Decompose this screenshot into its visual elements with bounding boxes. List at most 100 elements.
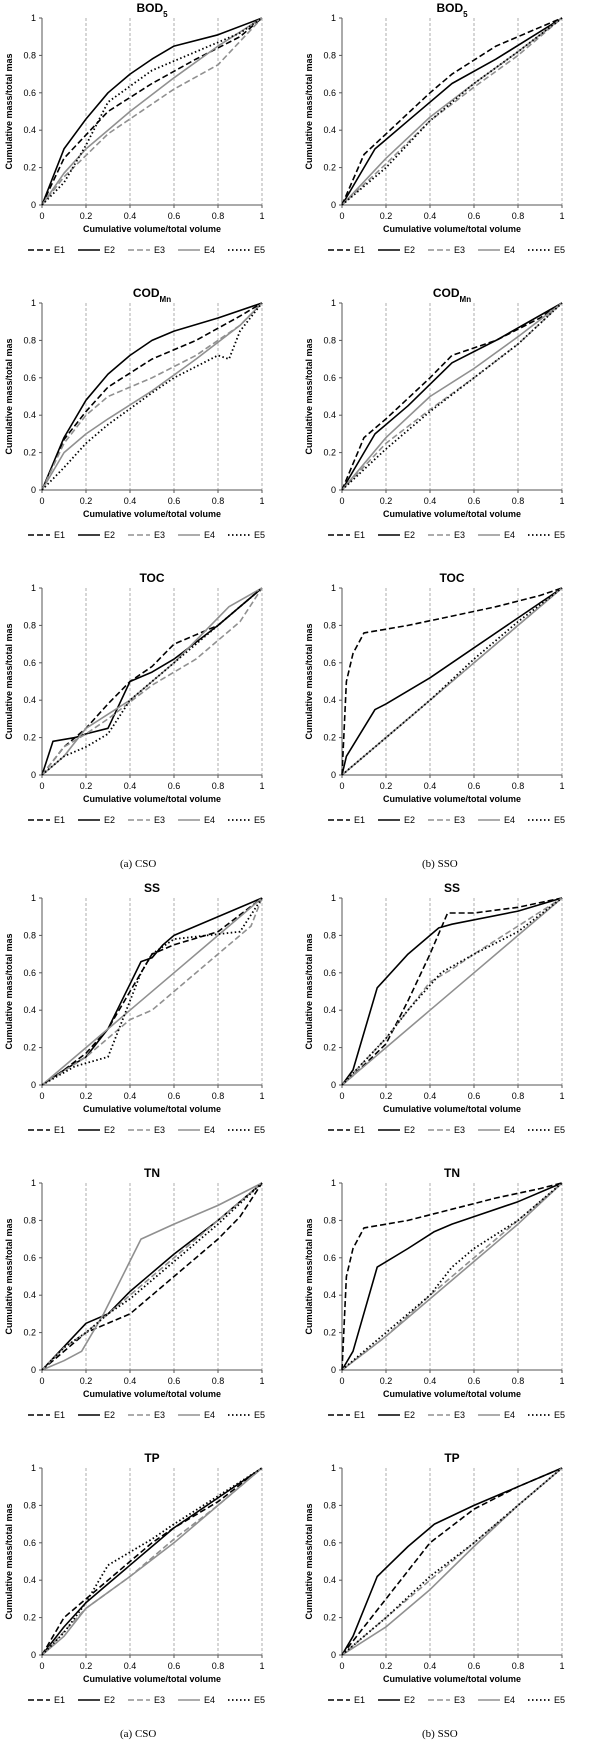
- chart-panel-tp-sso: TP 0 0 0.2 0.2 0.4 0.4 0.6 0.6 0.8 0.8 1 1 Cumulative…: [300, 1450, 600, 1735]
- y-tick-label: 0.2: [323, 733, 336, 743]
- x-tick-label: 0.2: [380, 1661, 393, 1671]
- legend-label-e5: E5: [254, 530, 265, 540]
- x-tick-label: 0.2: [380, 496, 393, 506]
- y-tick-label: 0.2: [323, 163, 336, 173]
- chart-svg: TN 00 0.2 0.2 0.4 0.4 0.6 0.6 0.8 0.8 1 1 Cumulative…: [4, 1166, 265, 1420]
- legend-label-e3: E3: [154, 815, 165, 825]
- series-line-e4: [41, 897, 263, 1086]
- chart-svg: TP 00 0.2 0.2 0.4 0.4 0.6 0.6 0.8 0.8 1 1 Cumulative…: [304, 1451, 565, 1705]
- legend-label-e2: E2: [104, 1695, 115, 1705]
- legend-label-e2: E2: [104, 1410, 115, 1420]
- legend-label-e3: E3: [154, 530, 165, 540]
- chart-title-text: TP: [144, 1451, 159, 1465]
- y-tick-label: 0.2: [323, 1328, 336, 1338]
- y-tick-label: 0.4: [323, 695, 336, 705]
- chart-svg: TOC 00 0.2 0.2 0.4 0.4 0.6 0.6 0.8 0.8 1 1 Cumulativ…: [304, 571, 565, 825]
- series-line-e4: [341, 1182, 563, 1371]
- y-tick-label: 0.4: [323, 1290, 336, 1300]
- y-tick-label: 1: [31, 893, 36, 903]
- series-line-e1: [341, 897, 563, 1086]
- series-line-e3: [341, 17, 563, 206]
- y-tick-label: 0.8: [23, 1215, 36, 1225]
- x-tick-label: 0: [39, 1661, 44, 1671]
- chart-title-text: BOD: [136, 1, 163, 15]
- y-tick-label: 1: [331, 1178, 336, 1188]
- y-tick-label: 0.6: [323, 88, 336, 98]
- y-tick-label: 0.4: [23, 125, 36, 135]
- x-tick-label: 0: [339, 1376, 344, 1386]
- legend-label-e4: E4: [204, 815, 215, 825]
- series-line-e5: [341, 897, 563, 1086]
- series-line-e2: [41, 17, 263, 206]
- x-tick-label: 0.4: [424, 1091, 437, 1101]
- y-axis-label: Cumulative mass/total mas: [304, 623, 314, 739]
- x-tick-label: 0: [339, 496, 344, 506]
- x-tick-label: 0: [339, 1661, 344, 1671]
- y-tick-label: 1: [331, 893, 336, 903]
- x-tick-label: 1: [559, 1376, 564, 1386]
- series-line-e4: [341, 302, 563, 491]
- y-tick-label: 0.6: [23, 1538, 36, 1548]
- x-tick-label: 1: [559, 781, 564, 791]
- y-tick-label: 1: [31, 583, 36, 593]
- y-tick-label: 0.4: [323, 410, 336, 420]
- y-tick-label: 1: [331, 1463, 336, 1473]
- y-tick-label: 0.6: [323, 373, 336, 383]
- y-tick-label: 0.2: [23, 733, 36, 743]
- series-line-e3: [41, 17, 263, 206]
- legend-label-e5: E5: [254, 1410, 265, 1420]
- series-line-e5: [41, 1182, 263, 1371]
- legend-label-e5: E5: [554, 245, 565, 255]
- y-tick-label: 0.8: [323, 335, 336, 345]
- x-tick-label: 0.8: [212, 781, 225, 791]
- legend-label-e2: E2: [404, 1410, 415, 1420]
- x-tick-label: 0.4: [424, 211, 437, 221]
- x-tick-label: 0: [39, 211, 44, 221]
- y-tick-label: 1: [31, 1463, 36, 1473]
- x-tick-label: 0.8: [512, 1661, 525, 1671]
- y-tick-label: 0.6: [23, 88, 36, 98]
- y-axis-label: Cumulative mass/total mas: [304, 1218, 314, 1334]
- y-tick-label: 0.8: [323, 1215, 336, 1225]
- y-tick-label: 0: [31, 1365, 36, 1375]
- x-axis-label: Cumulative volume/total volume: [383, 509, 521, 519]
- legend-label-e3: E3: [154, 1125, 165, 1135]
- y-tick-label: 0.4: [23, 695, 36, 705]
- x-tick-label: 0.6: [168, 1091, 181, 1101]
- series-line-e1: [41, 302, 263, 491]
- y-tick-label: 0.2: [323, 1043, 336, 1053]
- legend-label-e3: E3: [454, 245, 465, 255]
- caption-bottom-left: (a) CSO: [120, 1728, 157, 1740]
- x-tick-label: 0.6: [468, 1661, 481, 1671]
- x-tick-label: 0: [339, 211, 344, 221]
- series-line-e5: [341, 1467, 563, 1656]
- series-line-e3: [41, 897, 263, 1086]
- legend-label-e2: E2: [404, 1695, 415, 1705]
- x-tick-label: 1: [259, 781, 264, 791]
- series-line-e4: [41, 1467, 263, 1656]
- legend-label-e2: E2: [104, 245, 115, 255]
- y-tick-label: 0: [331, 485, 336, 495]
- chart-title-text: BOD: [436, 1, 463, 15]
- series-line-e5: [341, 302, 563, 491]
- chart-title: TP: [144, 1451, 159, 1465]
- y-tick-label: 0.4: [23, 1290, 36, 1300]
- chart-title: BOD5: [136, 1, 168, 19]
- legend-label-e5: E5: [254, 1125, 265, 1135]
- chart-panel-tp-cso: TP 0 0 0.2 0.2 0.4 0.4 0.6 0.6 0.8 0.8 1 1 Cumulative…: [0, 1450, 300, 1735]
- series-line-e5: [41, 1467, 263, 1656]
- chart-svg: CODMn 00 0.2 0.2 0.4 0.4 0.6 0.6 0.8 0.8 1 1 Cumulat…: [304, 286, 565, 540]
- x-tick-label: 1: [259, 1661, 264, 1671]
- y-tick-label: 0.6: [323, 1538, 336, 1548]
- chart-title-text: SS: [144, 881, 160, 895]
- legend-label-e1: E1: [54, 815, 65, 825]
- x-tick-label: 1: [559, 496, 564, 506]
- x-tick-label: 0.2: [80, 1661, 93, 1671]
- x-tick-label: 0.6: [468, 211, 481, 221]
- chart-panel-toc-cso: TOC 0 0 0.2 0.2 0.4 0.4 0.6 0.6 0.8 0.8 1 1 Cumulativ…: [0, 570, 300, 855]
- x-tick-label: 1: [559, 1091, 564, 1101]
- legend-label-e3: E3: [454, 1410, 465, 1420]
- y-axis-label: Cumulative mass/total mas: [4, 338, 14, 454]
- legend-label-e4: E4: [504, 245, 515, 255]
- series-line-e2: [341, 587, 563, 776]
